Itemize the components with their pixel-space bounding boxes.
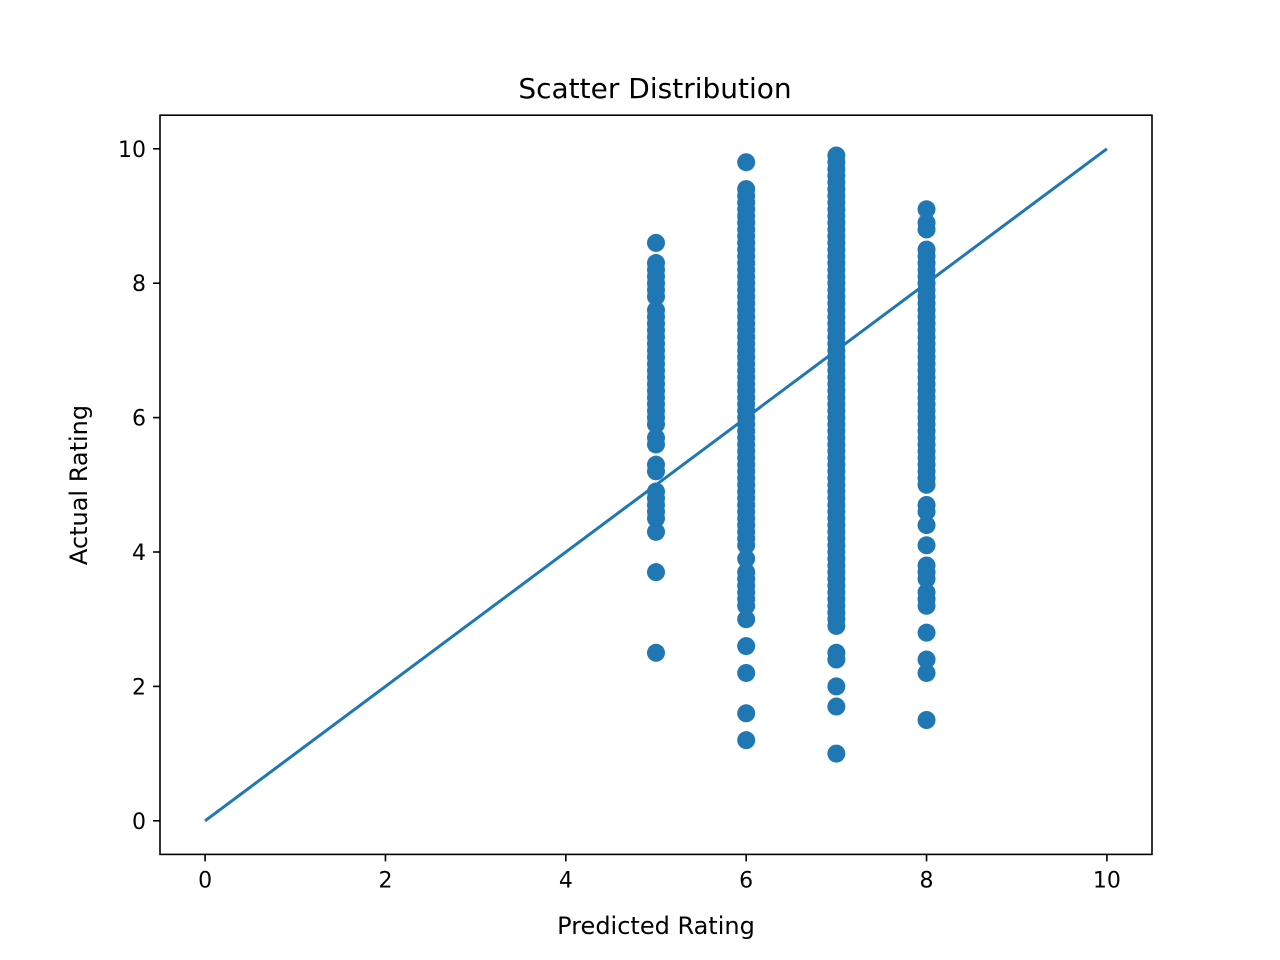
reference-line <box>204 147 1108 823</box>
data-point <box>917 711 936 729</box>
data-point <box>737 610 756 629</box>
data-point <box>647 301 665 320</box>
data-point <box>647 563 665 582</box>
data-point <box>737 180 756 199</box>
data-point <box>917 200 936 219</box>
data-point <box>647 233 665 252</box>
x-tick-label: 10 <box>1093 868 1121 893</box>
data-point <box>737 563 756 582</box>
x-tick-label: 8 <box>920 868 934 893</box>
x-tick-label: 6 <box>739 868 753 893</box>
y-tick-label: 4 <box>132 541 146 566</box>
data-point <box>737 704 756 723</box>
data-point <box>647 428 665 447</box>
data-point <box>917 663 936 682</box>
data-points <box>647 146 936 763</box>
data-point <box>917 556 936 575</box>
x-tick-label: 4 <box>559 868 573 893</box>
x-tick-label: 0 <box>198 868 212 893</box>
data-point <box>737 549 756 568</box>
y-tick-label: 2 <box>132 675 146 700</box>
data-point <box>737 637 756 656</box>
data-point <box>917 213 936 232</box>
plot-frame <box>159 114 1153 856</box>
y-tick-label: 10 <box>118 138 146 163</box>
y-axis: 0 2 4 6 8 10 <box>118 138 160 835</box>
data-point <box>917 495 936 514</box>
data-point <box>647 643 665 662</box>
data-point <box>827 677 846 696</box>
data-point <box>917 623 936 642</box>
x-axis-label: Predicted Rating <box>557 912 755 940</box>
data-point <box>647 522 665 541</box>
data-point <box>647 254 665 273</box>
reference-line-group <box>204 147 1108 823</box>
data-point <box>827 744 846 763</box>
x-tick-label: 2 <box>378 868 392 893</box>
data-point <box>737 153 756 172</box>
data-point <box>917 516 936 535</box>
y-tick-label: 6 <box>132 407 146 432</box>
y-tick-label: 8 <box>132 272 146 297</box>
y-tick-label: 0 <box>132 810 146 835</box>
data-point <box>827 697 846 716</box>
data-point <box>917 240 936 259</box>
data-point <box>737 663 756 682</box>
data-point <box>917 650 936 669</box>
data-point <box>647 455 665 474</box>
data-point <box>827 146 846 165</box>
data-point <box>917 536 936 555</box>
chart-title: Scatter Distribution <box>518 72 791 105</box>
y-axis-label: Actual Rating <box>65 405 93 565</box>
x-axis: 0 2 4 6 8 10 <box>198 854 1121 893</box>
data-point <box>737 731 756 750</box>
data-point <box>827 643 846 662</box>
data-point <box>917 583 936 602</box>
